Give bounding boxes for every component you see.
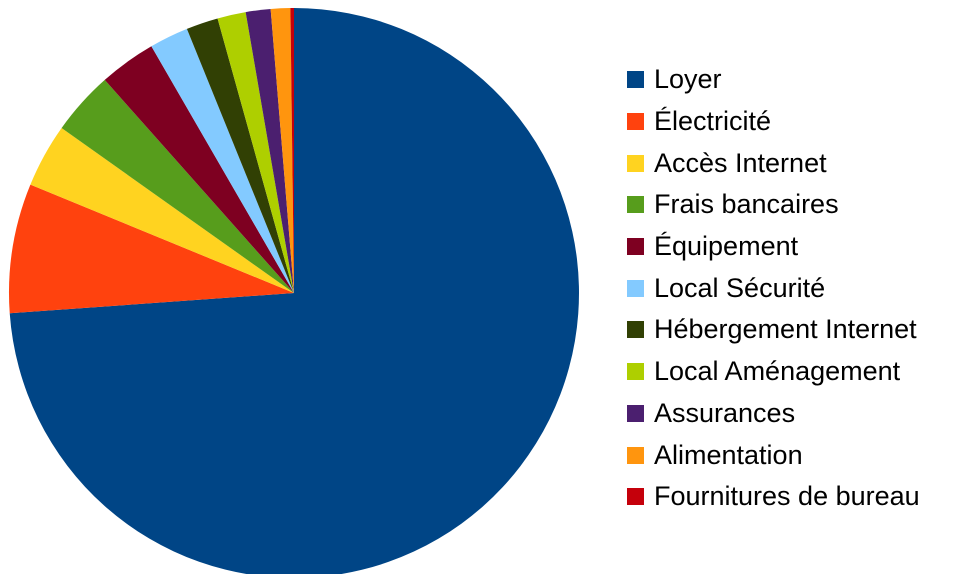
legend-item: Frais bancaires <box>627 184 920 226</box>
legend-item: Électricité <box>627 101 920 143</box>
legend-item: Hébergement Internet <box>627 309 920 351</box>
legend-label: Fournitures de bureau <box>654 481 920 512</box>
pie-slice-2 <box>30 128 294 293</box>
legend-swatch <box>627 363 644 381</box>
legend-label: Équipement <box>654 231 799 262</box>
legend-item: Équipement <box>627 226 920 268</box>
pie-slice-8 <box>245 8 294 294</box>
legend-swatch <box>627 71 644 89</box>
legend-swatch <box>627 238 644 256</box>
legend-label: Électricité <box>654 106 772 137</box>
pie-slice-1 <box>9 184 295 314</box>
legend-item: Assurances <box>627 393 920 435</box>
legend-swatch <box>627 404 644 422</box>
legend-item: Accès Internet <box>627 142 920 184</box>
legend-swatch <box>627 196 644 214</box>
pie-slice-3 <box>61 79 295 294</box>
legend-label: Alimentation <box>654 439 803 470</box>
legend-label: Loyer <box>654 64 722 95</box>
legend-swatch <box>627 113 644 131</box>
legend-item: Loyer <box>627 59 920 101</box>
legend-swatch <box>627 446 644 464</box>
pie-slice-0 <box>9 8 579 574</box>
pie-slice-6 <box>186 18 294 293</box>
pie-slice-5 <box>151 28 294 293</box>
legend-label: Assurances <box>654 397 796 428</box>
pie-slices <box>9 7 579 574</box>
legend-item: Alimentation <box>627 434 920 476</box>
legend-label: Local Sécurité <box>654 272 826 303</box>
legend-item: Local Aménagement <box>627 351 920 393</box>
legend-swatch <box>627 279 644 297</box>
pie-slice-4 <box>104 46 294 294</box>
legend-swatch <box>627 321 644 339</box>
pie-slice-9 <box>270 8 294 294</box>
legend-item: Local Sécurité <box>627 267 920 309</box>
legend-item: Fournitures de bureau <box>627 476 920 518</box>
pie-slice-10 <box>290 7 294 294</box>
pie-chart <box>9 7 579 574</box>
legend-label: Accès Internet <box>654 147 827 178</box>
pie-slice-7 <box>217 12 294 293</box>
legend-swatch <box>627 154 644 172</box>
legend-label: Frais bancaires <box>654 189 839 220</box>
chart-legend: Loyer Électricité Accès Internet Frais banc… <box>627 59 920 518</box>
legend-label: Local Aménagement <box>654 356 901 387</box>
legend-swatch <box>627 488 644 506</box>
legend-label: Hébergement Internet <box>654 314 917 345</box>
